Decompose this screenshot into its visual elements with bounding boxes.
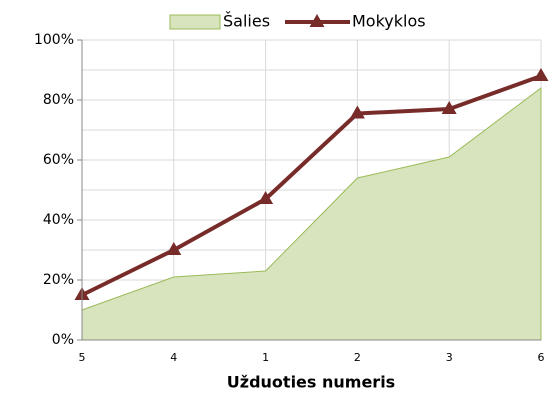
- marker: [533, 68, 549, 81]
- legend-label: Šalies: [223, 12, 270, 31]
- y-tick-label: 20%: [43, 272, 74, 288]
- x-tick-label: 4: [170, 351, 177, 364]
- x-tick-label: 5: [79, 351, 86, 364]
- y-tick-label: 100%: [34, 32, 74, 48]
- x-tick-label: 1: [262, 351, 269, 364]
- legend-marker: [309, 14, 325, 27]
- marker: [441, 101, 457, 114]
- x-tick-label: 6: [538, 351, 545, 364]
- marker: [258, 191, 274, 204]
- line: [81, 74, 542, 297]
- area: [81, 86, 542, 341]
- marker: [166, 242, 182, 255]
- y-tick-label: 40%: [43, 212, 74, 228]
- legend-label: Mokyklos: [352, 12, 426, 31]
- y-tick-label: 60%: [43, 152, 74, 168]
- x-axis-title: Užduoties numeris: [227, 373, 395, 392]
- x-tick-label: 2: [354, 351, 361, 364]
- legend-swatch: [169, 14, 221, 30]
- x-tick-label: 3: [446, 351, 453, 364]
- y-tick-label: 0%: [52, 332, 74, 348]
- y-tick-label: 80%: [43, 92, 74, 108]
- marker: [349, 105, 365, 119]
